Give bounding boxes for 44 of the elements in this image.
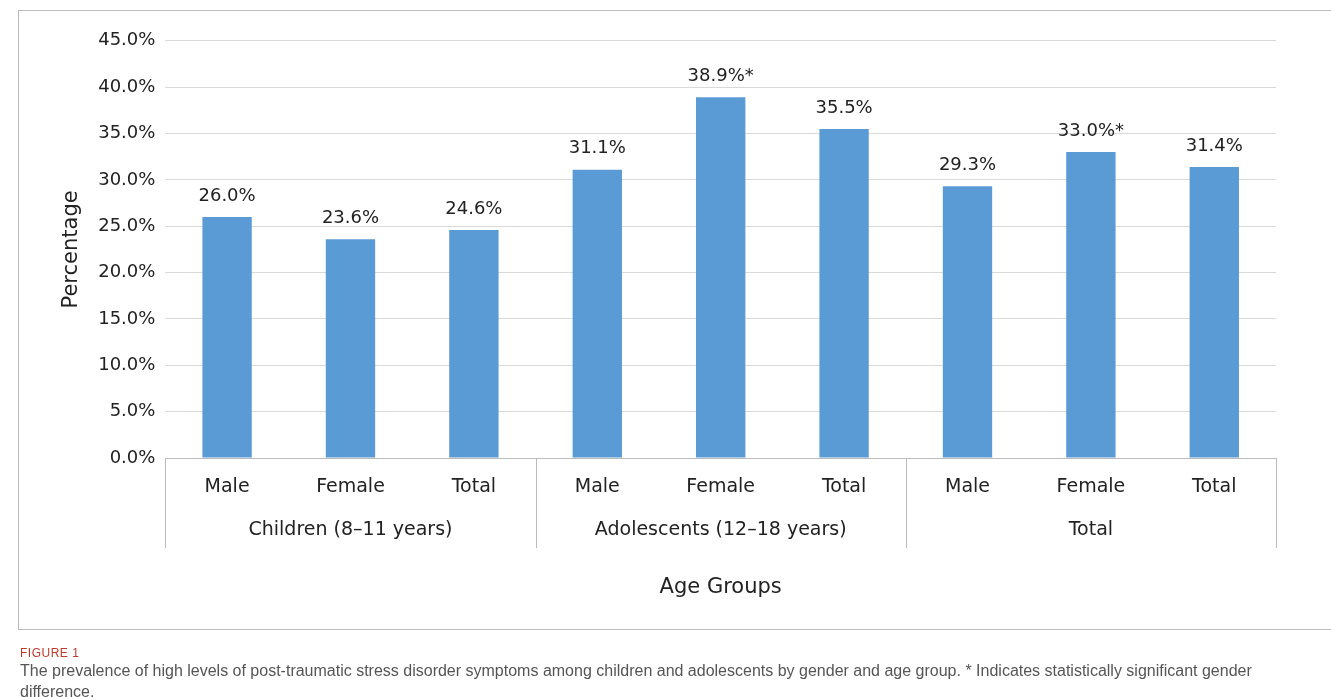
x-tick-label: Total <box>820 474 867 497</box>
text: Children (8–11 years) <box>248 516 453 539</box>
bar <box>1189 166 1239 458</box>
text: FIGURE 1 <box>20 646 80 660</box>
data-label: 35.5% <box>815 95 873 117</box>
bar <box>942 186 993 458</box>
x-tick-label: Female <box>686 474 756 497</box>
bar <box>819 128 869 458</box>
bar <box>1066 152 1116 458</box>
y-tick-label: 35.0% <box>98 121 156 143</box>
text: Total <box>1067 516 1114 539</box>
data-label: 24.6% <box>445 196 503 218</box>
y-tick-label: 30.0% <box>98 167 156 189</box>
x-tick-label: Female <box>1056 474 1126 497</box>
y-tick-label: 0.0% <box>109 445 156 467</box>
x-tick-label: Male <box>574 474 620 497</box>
y-tick-label: 15.0% <box>98 306 156 328</box>
y-axis-title: Percentage <box>58 190 83 309</box>
y-tick-label: 5.0% <box>109 399 156 421</box>
data-label: 31.1% <box>568 136 626 158</box>
x-tick-label: Male <box>944 474 990 497</box>
data-label: 38.9%* <box>687 64 754 86</box>
y-tick-label: 10.0% <box>98 352 156 374</box>
x-axis-title: Age Groups <box>659 573 782 598</box>
y-tick-label: 40.0% <box>98 74 156 96</box>
bar <box>449 229 499 458</box>
bar <box>202 216 252 458</box>
text: Adolescents (12–18 years) <box>594 516 847 539</box>
y-tick-label: 20.0% <box>98 260 156 282</box>
x-tick-label: Total <box>1191 474 1237 497</box>
data-label: 23.6% <box>321 205 380 227</box>
data-label: 31.4% <box>1185 133 1243 155</box>
data-label: 26.0% <box>198 183 256 205</box>
x-tick-label: Total <box>450 474 497 497</box>
y-tick-label: 45.0% <box>98 28 156 50</box>
bar <box>572 169 622 458</box>
text: The prevalence of high levels of post-traumatic stress disorder symptoms among children and adolescents by gender and age group. * Indicates statistically significant gender difference. <box>20 661 1253 697</box>
x-tick-label: Female <box>316 474 385 497</box>
bar <box>696 97 746 458</box>
data-label: 33.0%* <box>1057 118 1124 140</box>
bar <box>325 239 376 458</box>
y-tick-label: 25.0% <box>98 213 156 235</box>
x-tick-label: Male <box>204 474 250 497</box>
data-label: 29.3% <box>938 153 997 175</box>
